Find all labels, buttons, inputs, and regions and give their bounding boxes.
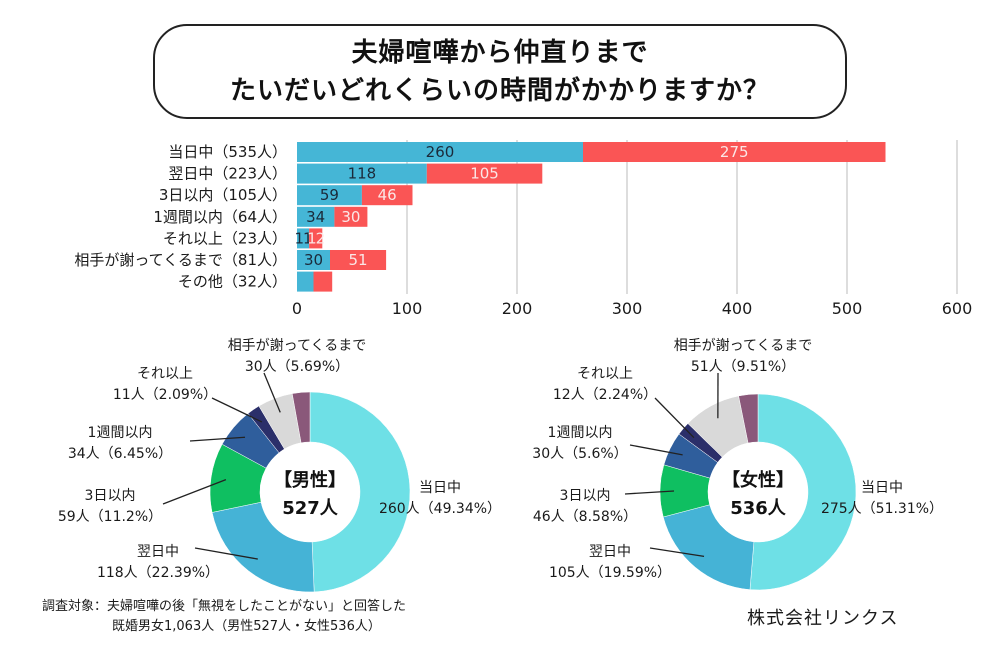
- category-label: 当日中（535人）: [168, 143, 287, 161]
- donut-label-detail: 46人（8.58%）: [533, 509, 637, 525]
- x-tick-label: 400: [722, 299, 753, 318]
- category-label: 相手が謝ってくるまで（81人）: [74, 251, 287, 269]
- donut-label-detail: 34人（6.45%）: [68, 446, 172, 462]
- bar-male: [297, 163, 427, 184]
- donut-male: 【男性】 527人 当日中 260人（49.34%） 翌日中 118人（22.39%） 3日…: [58, 338, 501, 593]
- donut-label-detail: 118人（22.39%）: [97, 565, 219, 581]
- donut-label-name: 相手が謝ってくるまで: [674, 338, 813, 354]
- bar-male: [297, 185, 362, 206]
- donut-center-total: 536人: [730, 498, 787, 519]
- bar-label-male: 118: [348, 165, 377, 183]
- donut-label-detail: 59人（11.2%）: [58, 509, 162, 525]
- donut-label-name: それ以上: [137, 366, 193, 382]
- bar-female: [330, 250, 387, 270]
- bar-grid: [406, 140, 958, 294]
- donut-segment: [738, 393, 759, 444]
- donut-label-detail: 51人（9.51%）: [691, 359, 795, 375]
- donut-label-name: 1週間以内: [88, 425, 153, 441]
- donut-label-name: それ以上: [577, 366, 633, 382]
- donut-center-title: 【女性】: [722, 469, 794, 491]
- x-tick-label: 300: [612, 299, 643, 318]
- bar-label-male: 59: [320, 186, 339, 204]
- donut-label-name: 相手が謝ってくるまで: [228, 338, 367, 354]
- leader-line: [649, 547, 705, 558]
- title-line-1: 夫婦喧嘩から仲直りまで: [351, 37, 649, 68]
- bar-label-female: 51: [349, 251, 368, 269]
- category-label: その他（32人）: [178, 273, 287, 291]
- footnote-line-1: 調査対象：夫婦喧嘩の後「無視をしたことがない」と回答した: [42, 599, 407, 614]
- leader-line: [162, 479, 227, 505]
- leader-line: [189, 436, 246, 442]
- donut-segment: [211, 501, 315, 593]
- donut-label-name: 翌日中: [589, 544, 631, 560]
- donut-label-name: 当日中: [419, 480, 461, 496]
- bar-male: [297, 250, 330, 270]
- bar-label-male: 11: [295, 229, 313, 247]
- title-line-2: たいだいどれくらいの時間がかかりますか？: [229, 75, 770, 106]
- x-tick-label: 500: [832, 299, 863, 318]
- bar-female: [309, 228, 323, 249]
- bar-label-female: 105: [470, 165, 499, 183]
- bar-label-male: 30: [304, 251, 323, 269]
- company-name: 株式会社リンクス: [747, 608, 899, 629]
- donut-label-name: 3日以内: [85, 488, 136, 504]
- donut-label-detail: 260人（49.34%）: [379, 501, 501, 517]
- bar-female: [313, 271, 333, 292]
- donut-label-detail: 11人（2.09%）: [113, 387, 217, 403]
- bar-label-female: 275: [720, 143, 749, 161]
- leader-line: [654, 397, 695, 439]
- bar-female: [583, 142, 886, 162]
- bar-label-female: 46: [378, 186, 397, 204]
- bar-label-female: 12: [307, 229, 325, 247]
- category-label: 1週間以内（64人）: [153, 208, 287, 226]
- x-tick-label: 0: [292, 299, 302, 318]
- donut-female: 【女性】 536人 当日中 275人（51.31%） 翌日中 105人（19.59%） 3日…: [532, 338, 943, 591]
- survey-footnote: 調査対象：夫婦喧嘩の後「無視をしたことがない」と回答した 既婚男女1,063人（…: [42, 597, 406, 637]
- leader-line: [194, 547, 258, 560]
- leader-line: [263, 372, 281, 413]
- bar-label-male: 34: [306, 208, 325, 226]
- leader-line: [624, 490, 675, 495]
- donut-label-name: 1週間以内: [548, 425, 613, 441]
- leader-line: [629, 444, 683, 456]
- donut-label-detail: 275人（51.31%）: [821, 501, 943, 517]
- donut-label-detail: 30人（5.6%）: [532, 446, 627, 462]
- category-label: それ以上（23人）: [163, 229, 287, 247]
- donut-center-total: 527人: [282, 498, 339, 519]
- donut-label-name: 当日中: [861, 480, 903, 496]
- donut-segment: [309, 391, 411, 593]
- bar-male: [297, 271, 314, 292]
- donut-segment: [749, 393, 857, 591]
- bar-male: [297, 142, 583, 162]
- donut-label-name: 翌日中: [137, 544, 179, 560]
- bar-female: [334, 206, 368, 227]
- bar-female: [426, 163, 543, 184]
- x-tick-label: 100: [392, 299, 423, 318]
- x-tick-label: 200: [502, 299, 533, 318]
- donut-segment: [291, 391, 311, 444]
- bar-category-labels: 当日中（535人） 翌日中（223人） 3日以内（105人） 1週間以内（64人） それ…: [74, 143, 287, 291]
- bar-female: [361, 185, 413, 206]
- bar-male: [297, 228, 310, 249]
- donut-label-detail: 105人（19.59%）: [549, 565, 671, 581]
- bar-x-axis-ticks: 0 100 200 300 400 500 600: [292, 299, 972, 318]
- bar-male: [297, 206, 335, 227]
- donut-center-title: 【男性】: [274, 469, 346, 491]
- donut-label-detail: 12人（2.24%）: [553, 387, 657, 403]
- category-label: 3日以内（105人）: [159, 186, 287, 204]
- title-box: 夫婦喧嘩から仲直りまで たいだいどれくらいの時間がかかりますか？: [153, 24, 847, 119]
- footnote-line-2: 既婚男女1,063人（男性527人・女性536人）: [112, 619, 381, 634]
- leader-line: [211, 397, 263, 423]
- bar-label-female: 30: [341, 208, 360, 226]
- donut-label-name: 3日以内: [560, 488, 611, 504]
- x-tick-label: 600: [942, 299, 973, 318]
- donut-label-detail: 30人（5.69%）: [245, 359, 349, 375]
- category-label: 翌日中（223人）: [168, 165, 287, 183]
- bar-label-male: 260: [426, 143, 455, 161]
